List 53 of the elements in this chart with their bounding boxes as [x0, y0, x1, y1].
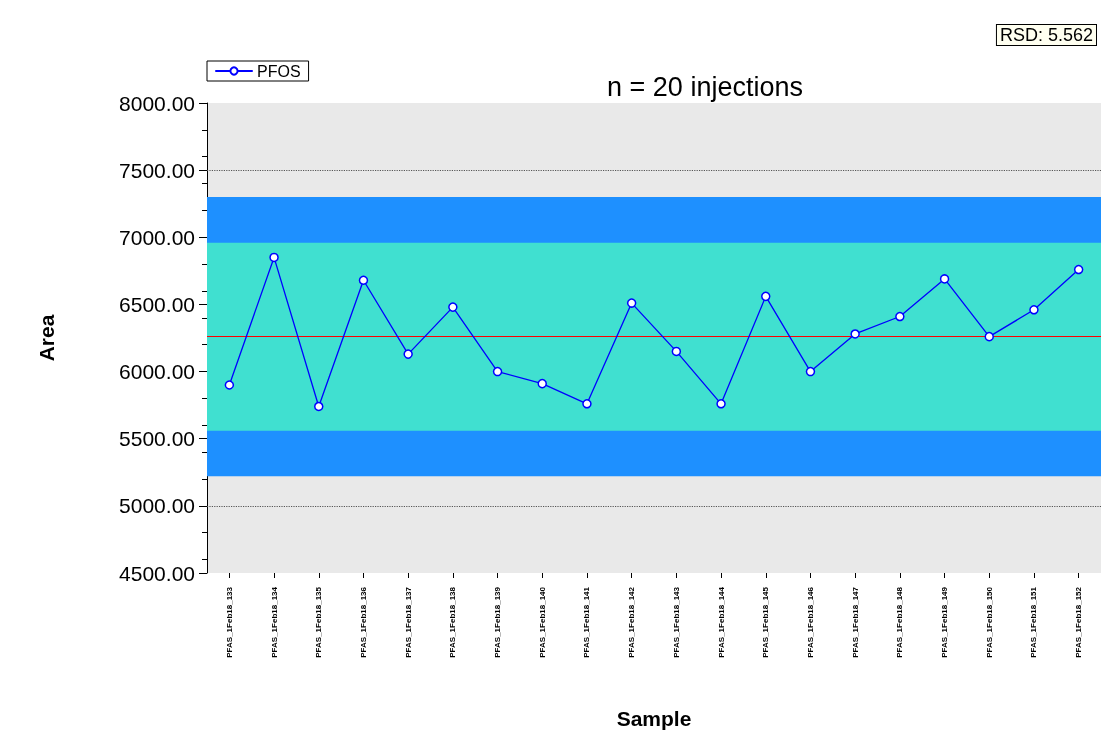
x-tick-label: PFAS_1Feb18_133 [224, 586, 234, 658]
x-tick-label: PFAS_1Feb18_148 [895, 586, 905, 658]
x-tick-label: PFAS_1Feb18_136 [358, 586, 368, 658]
x-tick-label: PFAS_1Feb18_152 [1074, 586, 1084, 658]
x-tick-label: PFAS_1Feb18_138 [448, 586, 458, 658]
point [1029, 305, 1039, 315]
chart-title: n = 20 injections [607, 71, 803, 102]
point [314, 401, 324, 412]
y-tick-label: 8000.00 [119, 91, 195, 115]
x-tick-label: PFAS_1Feb18_144 [716, 586, 726, 658]
x-tick-label: PFAS_1Feb18_143 [671, 586, 681, 658]
y-tick-label: 7000.00 [119, 225, 195, 249]
x-tick-label: PFAS_1Feb18_137 [403, 586, 413, 658]
legend-label: PFOS [257, 62, 301, 80]
text: RSD: 5.562 [999, 25, 1094, 45]
x-tick-label: PFAS_1Feb18_146 [805, 586, 815, 658]
point [269, 252, 279, 263]
x-tick-label: PFAS_1Feb18_142 [627, 586, 637, 658]
x-tick-label: PFAS_1Feb18_149 [940, 586, 950, 658]
x-tick-label: PFAS_1Feb18_145 [761, 586, 771, 658]
x-axis-title: Sample [616, 707, 692, 730]
point [850, 329, 860, 339]
point [1073, 264, 1084, 275]
y-tick-label: 5500.00 [119, 427, 195, 451]
point [716, 399, 726, 409]
y-tick-label: 4500.00 [119, 561, 195, 585]
point [761, 291, 771, 302]
x-tick-label: PFAS_1Feb18_140 [537, 586, 547, 658]
point [805, 366, 816, 377]
y-tick-label: 6000.00 [119, 360, 195, 384]
x-tick-label: PFAS_1Feb18_147 [850, 586, 860, 658]
x-tick-label: PFAS_1Feb18_151 [1029, 586, 1039, 658]
y-tick-label: 6500.00 [119, 292, 195, 316]
point [984, 331, 994, 342]
x-tick-label: PFAS_1Feb18_139 [493, 586, 503, 658]
x-tick-label: PFAS_1Feb18_134 [269, 586, 279, 658]
point [895, 311, 905, 322]
point [626, 298, 637, 308]
x-tick-label: PFAS_1Feb18_150 [984, 586, 994, 658]
x-tick-label: PFAS_1Feb18_135 [314, 586, 324, 658]
point [671, 346, 682, 357]
point [537, 378, 547, 389]
point [939, 274, 950, 284]
y-tick-label: 7500.00 [119, 158, 195, 182]
point [492, 366, 503, 377]
point [224, 380, 235, 390]
y-axis-title: Area [35, 314, 58, 362]
point [403, 349, 413, 359]
point [582, 399, 592, 409]
point [358, 275, 369, 285]
x-tick-label: PFAS_1Feb18_141 [582, 586, 592, 658]
point [448, 302, 458, 312]
y-tick-label: 5000.00 [119, 494, 195, 518]
